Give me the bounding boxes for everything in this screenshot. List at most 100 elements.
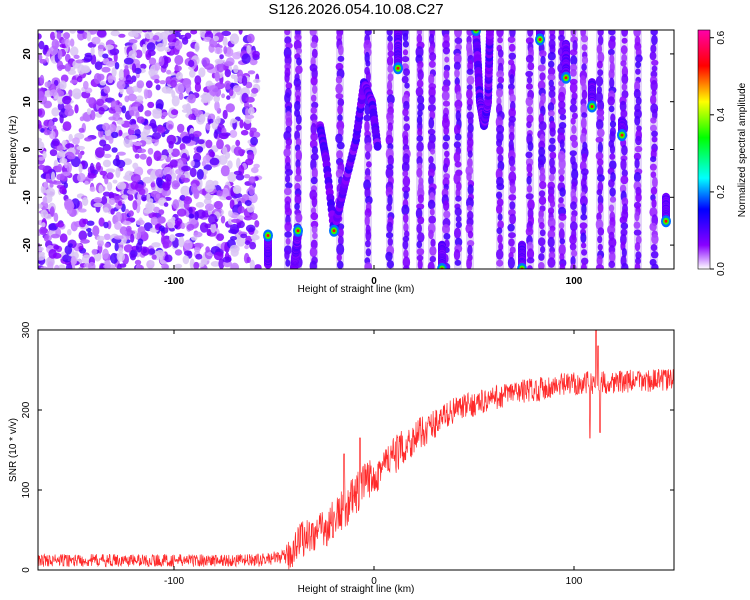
noise-blob xyxy=(62,95,71,105)
noise-blob xyxy=(80,239,90,244)
stripe-blob xyxy=(580,195,588,207)
noise-blob xyxy=(186,223,195,231)
noise-blob xyxy=(148,260,155,265)
stripe-blob xyxy=(295,166,301,177)
spectrogram-x-axis: -100 0 100 xyxy=(164,30,583,287)
stripe-blob xyxy=(571,140,578,148)
stripe-blob xyxy=(429,208,435,216)
stripe-blob xyxy=(549,127,556,137)
stripe-blob xyxy=(610,113,616,123)
stripe-blob xyxy=(608,105,615,113)
stripe-blob xyxy=(497,49,504,58)
noise-blob xyxy=(57,163,63,173)
noise-blob xyxy=(190,30,198,35)
noise-blob xyxy=(86,220,95,226)
noise-blob xyxy=(158,56,165,67)
stripe-blob xyxy=(609,196,617,203)
stripe-blob xyxy=(335,133,343,144)
noise-blob xyxy=(102,122,110,131)
noise-blob xyxy=(109,197,116,206)
stripe-blob xyxy=(570,214,577,224)
stripe-blob xyxy=(548,89,556,99)
noise-blob xyxy=(156,216,166,224)
noise-blob xyxy=(67,229,72,236)
stripe-blob xyxy=(650,117,657,124)
noise-blob xyxy=(128,210,134,217)
stripe-blob xyxy=(496,30,504,38)
noise-blob xyxy=(143,208,154,214)
stripe-blob xyxy=(635,61,642,69)
spectrogram-y-tick-label: -10 xyxy=(22,190,33,205)
stripe-blob xyxy=(455,188,461,198)
stripe-blob xyxy=(416,135,424,142)
noise-blob xyxy=(96,73,105,81)
noise-blob xyxy=(187,93,196,104)
stripe-blob xyxy=(417,69,424,81)
noise-blob xyxy=(243,174,251,179)
noise-blob xyxy=(78,208,87,213)
noise-blob xyxy=(146,42,156,52)
noise-blob xyxy=(118,33,126,38)
noise-blob xyxy=(92,225,100,237)
stripe-blob xyxy=(558,197,564,204)
noise-blob xyxy=(123,57,134,65)
noise-blob xyxy=(56,31,62,40)
noise-blob xyxy=(210,261,221,267)
stripe-blob xyxy=(549,151,557,160)
noise-blob xyxy=(179,199,184,208)
stripe-blob xyxy=(549,165,556,175)
noise-blob xyxy=(108,136,114,144)
stripe-blob xyxy=(609,54,615,64)
noise-blob xyxy=(249,58,258,66)
noise-blob xyxy=(102,159,112,168)
stripe-blob xyxy=(402,185,411,193)
spectrogram-heatmap xyxy=(38,30,671,269)
noise-blob xyxy=(91,248,98,256)
noise-blob xyxy=(152,108,162,115)
noise-blob xyxy=(182,104,189,110)
stripe-blob xyxy=(526,175,532,185)
noise-blob xyxy=(57,96,64,105)
stripe-blob xyxy=(496,227,503,235)
stripe-blob xyxy=(651,89,657,97)
stripe-blob xyxy=(428,86,436,98)
snr-y-tick-label: 100 xyxy=(21,481,32,498)
snr-x-tick-label: 0 xyxy=(371,576,377,587)
stripe-blob xyxy=(569,104,578,113)
noise-blob xyxy=(169,227,175,232)
noise-blob xyxy=(99,139,107,147)
stripe-blob xyxy=(508,194,517,201)
stripe-blob xyxy=(454,161,462,168)
noise-blob xyxy=(102,248,109,260)
noise-blob xyxy=(73,54,80,60)
noise-blob xyxy=(38,164,46,170)
noise-blob xyxy=(146,156,153,167)
snr-y-tick-label: 300 xyxy=(21,321,32,338)
stripe-blob xyxy=(496,88,504,98)
noise-blob xyxy=(214,100,220,112)
noise-blob xyxy=(59,233,68,243)
stripe-blob xyxy=(650,94,657,105)
noise-blob xyxy=(47,261,54,269)
stripe-blob xyxy=(441,91,450,101)
noise-blob xyxy=(84,137,93,142)
stripe-blob xyxy=(453,172,461,185)
stripe-blob xyxy=(496,124,505,134)
stripe-blob xyxy=(580,242,587,249)
noise-blob xyxy=(38,141,45,152)
stripe-blob xyxy=(558,228,565,241)
stripe-blob xyxy=(417,127,423,137)
spectrogram-stripe xyxy=(570,30,578,269)
stripe-blob xyxy=(497,220,504,230)
stripe-blob xyxy=(558,100,566,110)
noise-blob xyxy=(74,104,79,114)
noise-blob xyxy=(43,100,52,109)
stripe-blob xyxy=(620,60,627,67)
stripe-blob xyxy=(621,73,629,85)
stripe-blob xyxy=(312,85,318,94)
noise-blob xyxy=(194,75,202,85)
stripe-blob xyxy=(525,54,534,63)
stripe-blob xyxy=(527,30,534,37)
stripe-blob xyxy=(417,259,423,269)
stripe-blob xyxy=(387,41,394,53)
